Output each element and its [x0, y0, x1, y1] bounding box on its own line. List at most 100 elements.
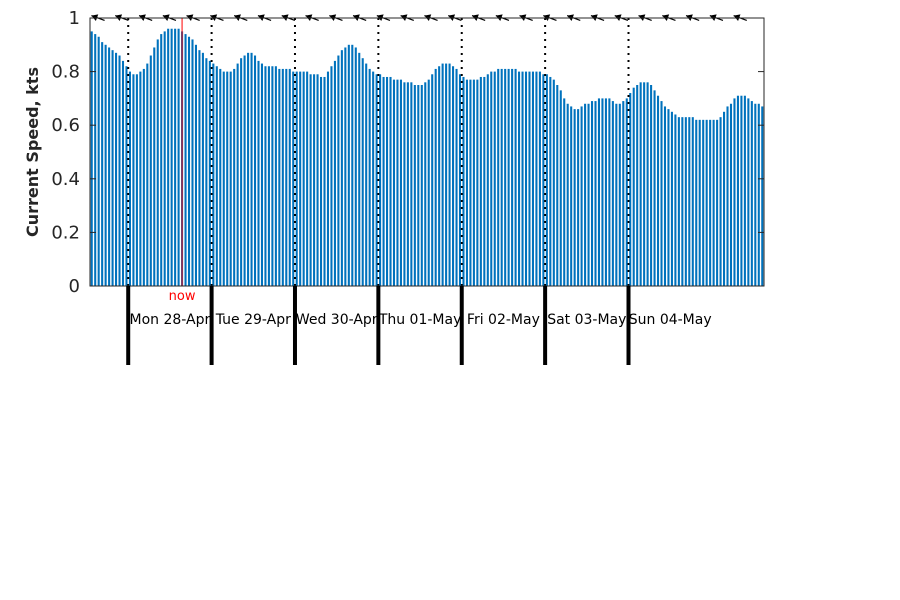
bar [594, 101, 597, 286]
bar [187, 36, 191, 287]
bar [702, 119, 705, 286]
bar [761, 106, 764, 286]
bar [392, 79, 396, 286]
bar [472, 79, 475, 286]
bar [740, 95, 743, 286]
bar [573, 109, 576, 287]
bar [691, 117, 694, 286]
bar [705, 119, 708, 286]
bar [264, 66, 267, 287]
bar [667, 109, 670, 287]
bar [316, 74, 319, 286]
bar [406, 82, 409, 286]
bar [351, 44, 354, 286]
bar [167, 28, 170, 286]
bar [590, 101, 594, 286]
bar [108, 47, 111, 287]
bar [212, 63, 215, 287]
bar [205, 58, 208, 287]
bar [486, 74, 489, 286]
bar [577, 109, 580, 287]
bar [452, 66, 455, 287]
bar [448, 63, 451, 287]
bar [156, 39, 159, 286]
bar [222, 71, 225, 286]
bar [747, 98, 750, 287]
bar [285, 68, 288, 286]
bar [365, 63, 368, 287]
bar-series [90, 28, 764, 287]
bar [479, 76, 482, 287]
bar [278, 68, 281, 286]
bar [424, 82, 427, 286]
bar [399, 79, 402, 286]
bar [615, 103, 618, 286]
bar [201, 52, 204, 287]
bar [733, 98, 736, 287]
bar [236, 63, 239, 287]
bar [97, 36, 100, 287]
bar [712, 119, 715, 286]
bar [625, 98, 628, 287]
bar [160, 34, 163, 286]
bar [240, 58, 243, 287]
bar [656, 95, 660, 286]
bar [115, 52, 118, 287]
bar [493, 71, 496, 286]
bar [455, 68, 458, 286]
y-tick-label: 1 [69, 8, 80, 29]
bar [601, 98, 604, 287]
bar [219, 68, 222, 286]
x-axis-day-labels: Mon 28-Apr Tue 29-Apr Wed 30-Apr Thu 01-May… [126, 286, 712, 365]
y-axis: 0 0.2 0.4 0.6 0.8 1 [51, 8, 764, 297]
bar [524, 71, 528, 286]
bar [153, 47, 156, 287]
bar [226, 71, 229, 286]
bar [465, 79, 468, 286]
bar [528, 71, 531, 286]
bar [309, 74, 312, 286]
bar [382, 76, 385, 287]
day-label: Fri 02-May [467, 312, 540, 328]
bar [622, 101, 625, 286]
bar [233, 68, 236, 286]
bar [330, 66, 333, 287]
bar [587, 103, 590, 286]
bar [438, 66, 441, 287]
bar [531, 71, 534, 286]
bar [441, 63, 444, 287]
bar [271, 66, 274, 287]
bar [361, 58, 364, 287]
bar [420, 85, 423, 286]
bar [695, 119, 698, 286]
bar [757, 103, 760, 286]
bar [483, 76, 486, 287]
day-label: Tue 29-Apr [215, 312, 291, 328]
bar [514, 68, 517, 286]
bar [111, 50, 114, 286]
bar [101, 42, 104, 287]
bar [174, 28, 177, 286]
bar [368, 68, 371, 286]
bar [163, 31, 166, 287]
bar [476, 79, 479, 286]
y-axis-label: Current Speed, kts [23, 67, 42, 237]
bar [632, 87, 635, 287]
bar [750, 101, 753, 286]
day-label: Mon 28-Apr [130, 312, 211, 328]
bar [462, 76, 465, 287]
bar [90, 31, 93, 287]
bar [684, 117, 687, 286]
bar [288, 68, 291, 286]
bar [643, 82, 646, 286]
bar [723, 111, 726, 286]
bar [139, 71, 142, 286]
bar [344, 47, 347, 287]
bar [333, 60, 336, 286]
bar [347, 44, 350, 286]
bar [719, 117, 722, 286]
bar [660, 101, 663, 286]
bar [681, 117, 684, 286]
bar [650, 85, 653, 286]
